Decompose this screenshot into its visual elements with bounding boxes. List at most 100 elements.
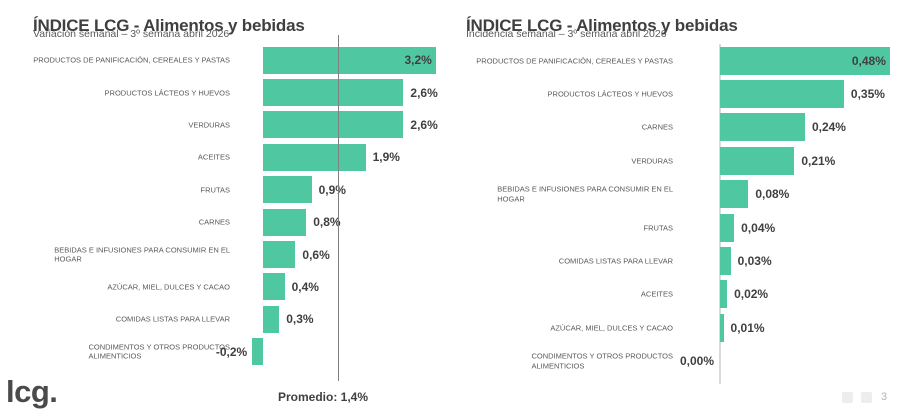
value-label: -0,2% (215, 344, 248, 359)
category-label-text: COMIDAS LISTAS PARA LLEVAR (115, 314, 230, 324)
bar (263, 208, 307, 236)
faint-watermark-icon (861, 392, 872, 403)
bar-rows: PRODUCTOS DE PANIFICACIÓN, CEREALES Y PA… (440, 44, 900, 378)
value-label: 2,6% (410, 85, 438, 100)
bar-row: PRODUCTOS DE PANIFICACIÓN, CEREALES Y PA… (440, 44, 900, 77)
bar (252, 338, 263, 366)
value-label: 3,2% (404, 53, 432, 68)
page-number: 3 (881, 391, 888, 403)
category-label: CARNES (20, 217, 230, 227)
average-reference-line (338, 35, 339, 381)
value-label: 0,02% (734, 287, 769, 302)
bar (263, 305, 280, 333)
bar (720, 46, 890, 75)
category-label: FRUTAS (455, 223, 673, 233)
bar (263, 273, 285, 301)
bar (720, 146, 795, 175)
bar-row: CARNES 0,8% (0, 206, 456, 238)
category-label: PRODUCTOS LÁCTEOS Y HUEVOS (20, 88, 230, 98)
bar (263, 143, 366, 171)
bar-row: PRODUCTOS DE PANIFICACIÓN, CEREALES Y PA… (0, 44, 456, 76)
category-label-text: CARNES (641, 122, 673, 132)
category-label: BEBIDAS E INFUSIONES PARA CONSUMIR EN EL… (455, 185, 673, 204)
chart-title: ÍNDICE LCG - Alimentos y bebidas (466, 16, 738, 36)
bar-row: FRUTAS 0,04% (440, 211, 900, 244)
category-label-text: PRODUCTOS DE PANIFICACIÓN, CEREALES Y PA… (33, 55, 230, 65)
bar-row: COMIDAS LISTAS PARA LLEVAR 0,3% (0, 303, 456, 335)
value-label: 0,9% (318, 182, 346, 197)
bar (720, 80, 844, 109)
value-label: 0,35% (850, 87, 885, 102)
value-label: 0,6% (302, 247, 330, 262)
axis-baseline (719, 44, 721, 384)
category-label-text: AZÚCAR, MIEL, DULCES Y CACAO (550, 323, 673, 333)
category-label: VERDURAS (455, 156, 673, 166)
value-label: 0,03% (737, 254, 772, 269)
category-label-text: BEBIDAS E INFUSIONES PARA CONSUMIR EN EL… (497, 184, 673, 204)
average-label: Promedio: 1,4% (278, 390, 369, 404)
category-label: CARNES (455, 123, 673, 133)
value-label: 1,9% (372, 150, 400, 165)
bar (263, 111, 404, 139)
value-label: 2,6% (410, 117, 438, 132)
bar-row: PRODUCTOS LÁCTEOS Y HUEVOS 0,35% (440, 77, 900, 110)
category-label-text: VERDURAS (631, 156, 673, 166)
bar-row: CONDIMENTOS Y OTROS PRODUCTOS ALIMENTICI… (440, 345, 900, 378)
bar-row: AZÚCAR, MIEL, DULCES Y CACAO 0,4% (0, 271, 456, 303)
bar (263, 176, 312, 204)
bar (720, 313, 724, 342)
bar-row: PRODUCTOS LÁCTEOS Y HUEVOS 2,6% (0, 76, 456, 108)
category-label: FRUTAS (20, 185, 230, 195)
bar-row: ACEITES 0,02% (440, 278, 900, 311)
bar-row: AZÚCAR, MIEL, DULCES Y CACAO 0,01% (440, 311, 900, 344)
bar-row: BEBIDAS E INFUSIONES PARA CONSUMIR EN EL… (0, 238, 456, 270)
value-label: 0,04% (741, 220, 776, 235)
category-label: COMIDAS LISTAS PARA LLEVAR (20, 315, 230, 325)
category-label-text: CONDIMENTOS Y OTROS PRODUCTOS ALIMENTICI… (88, 342, 230, 361)
category-label-text: VERDURAS (188, 120, 230, 130)
bar-row: VERDURAS 0,21% (440, 144, 900, 177)
category-label-text: FRUTAS (643, 222, 673, 232)
category-label: AZÚCAR, MIEL, DULCES Y CACAO (20, 282, 230, 292)
category-label-text: ACEITES (640, 289, 673, 299)
category-label-text: CONDIMENTOS Y OTROS PRODUCTOS ALIMENTICI… (531, 351, 673, 371)
bar (720, 280, 728, 309)
bar (263, 46, 436, 74)
chart-subtitle: Variación semanal – 3º semana abril 2026 (33, 28, 230, 40)
bar (263, 79, 404, 107)
category-label-text: CARNES (198, 217, 230, 227)
faint-watermark-icon (842, 392, 853, 403)
value-label: 0,3% (286, 312, 314, 327)
category-label-text: PRODUCTOS LÁCTEOS Y HUEVOS (547, 89, 673, 99)
value-label: 0,24% (811, 120, 846, 135)
category-label-text: BEBIDAS E INFUSIONES PARA CONSUMIR EN EL… (54, 245, 230, 264)
category-label: ACEITES (20, 153, 230, 163)
bar (263, 241, 296, 269)
value-label: 0,08% (755, 187, 790, 202)
category-label: AZÚCAR, MIEL, DULCES Y CACAO (455, 323, 673, 333)
bar-row: ACEITES 1,9% (0, 141, 456, 173)
bar-rows: PRODUCTOS DE PANIFICACIÓN, CEREALES Y PA… (0, 44, 456, 368)
lcg-logo: lcg. (6, 374, 58, 409)
value-label: 0,48% (851, 53, 886, 68)
value-label: 0,01% (730, 320, 765, 335)
category-label-text: PRODUCTOS LÁCTEOS Y HUEVOS (104, 87, 230, 97)
category-label: PRODUCTOS DE PANIFICACIÓN, CEREALES Y PA… (455, 56, 673, 66)
category-label-text: ACEITES (197, 152, 230, 162)
bar-row: VERDURAS 2,6% (0, 109, 456, 141)
category-label-text: COMIDAS LISTAS PARA LLEVAR (558, 256, 673, 266)
chart-subtitle: Incidencia semanal – 3º semana abril 202… (466, 28, 667, 40)
chart-title: ÍNDICE LCG - Alimentos y bebidas (33, 16, 305, 36)
bar (720, 213, 735, 242)
bar-row: CONDIMENTOS Y OTROS PRODUCTOS ALIMENTICI… (0, 336, 456, 368)
category-label: ACEITES (455, 290, 673, 300)
bar-row: BEBIDAS E INFUSIONES PARA CONSUMIR EN EL… (440, 178, 900, 211)
category-label: PRODUCTOS LÁCTEOS Y HUEVOS (455, 89, 673, 99)
bar-row: CARNES 0,24% (440, 111, 900, 144)
category-label: CONDIMENTOS Y OTROS PRODUCTOS ALIMENTICI… (455, 352, 673, 371)
value-label: 0,00% (679, 354, 714, 369)
value-label: 0,8% (313, 215, 341, 230)
category-label-text: PRODUCTOS DE PANIFICACIÓN, CEREALES Y PA… (476, 55, 673, 65)
category-label: COMIDAS LISTAS PARA LLEVAR (455, 256, 673, 266)
